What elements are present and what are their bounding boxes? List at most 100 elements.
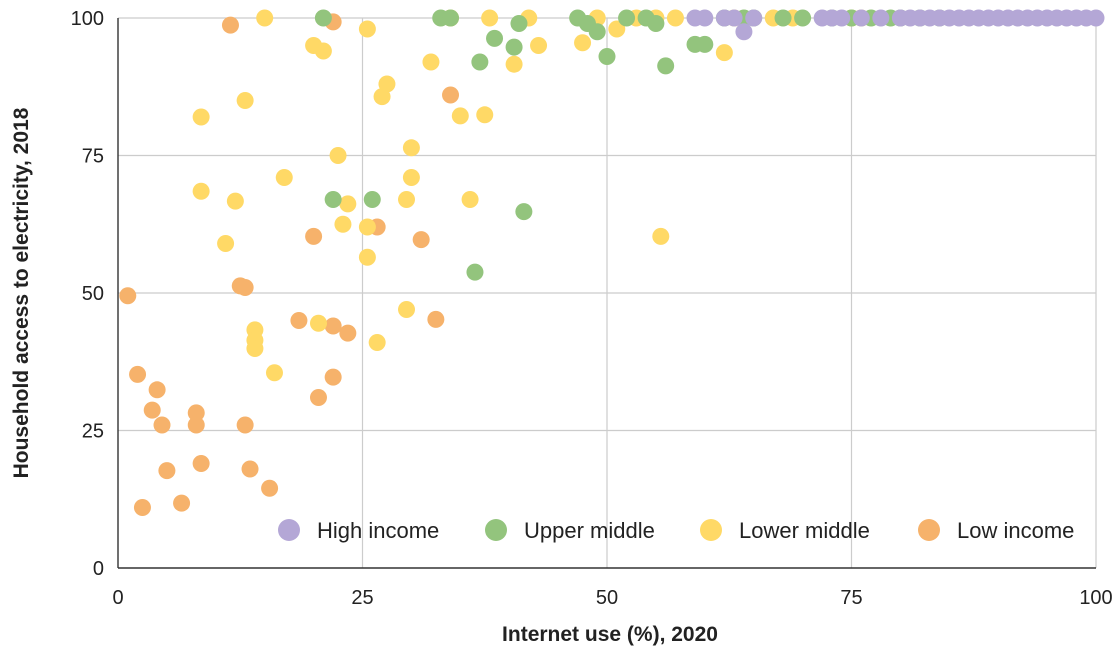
data-point (476, 106, 494, 124)
data-point (143, 401, 161, 419)
data-points (119, 9, 1105, 516)
data-point (192, 182, 210, 200)
legend-label: Lower middle (739, 518, 870, 543)
data-point (133, 499, 151, 516)
legend-label: High income (317, 518, 439, 543)
data-point (608, 20, 626, 38)
axes (117, 18, 1096, 569)
data-point (187, 416, 205, 434)
data-point (334, 215, 352, 233)
data-point (309, 389, 327, 406)
x-tick-label: 75 (840, 587, 862, 609)
x-axis-title: Internet use (%), 2020 (502, 623, 718, 646)
y-tick-label: 50 (82, 283, 104, 305)
tick-labels: 0 25 50 75 100 0 25 50 75 100 (71, 8, 1113, 609)
data-point (515, 203, 533, 221)
data-point (265, 364, 283, 382)
data-point (715, 44, 733, 62)
data-point (314, 42, 332, 60)
grid-lines (118, 17, 1097, 568)
y-axis-title: Household access to electricity, 2018 (10, 107, 33, 478)
data-point (402, 139, 420, 157)
data-point (324, 191, 342, 208)
series-high-income (686, 9, 1105, 41)
data-point (221, 16, 239, 34)
data-point (192, 455, 210, 472)
data-point (148, 381, 166, 399)
data-point (461, 191, 479, 208)
x-tick-label: 0 (112, 587, 123, 609)
data-point (261, 479, 279, 497)
data-point (358, 248, 376, 266)
y-tick-label: 100 (71, 8, 104, 30)
data-point (129, 365, 147, 383)
data-point (358, 20, 376, 38)
y-tick-label: 0 (93, 558, 104, 580)
data-point (290, 312, 308, 329)
data-point (241, 460, 259, 478)
y-tick-label: 75 (82, 146, 104, 168)
data-point (324, 368, 342, 386)
data-point (427, 310, 445, 328)
data-point (275, 169, 293, 186)
data-point (324, 317, 342, 335)
data-point (256, 9, 274, 27)
legend-marker (700, 519, 722, 541)
legend-marker (278, 519, 300, 541)
data-point (852, 9, 870, 27)
data-point (666, 9, 684, 27)
data-point (246, 340, 264, 358)
data-point (309, 314, 327, 332)
data-point (510, 15, 528, 32)
data-point (442, 9, 460, 27)
data-point (398, 301, 416, 318)
data-point (471, 53, 489, 71)
data-point (647, 15, 665, 32)
data-point (339, 195, 357, 213)
legend-label: Upper middle (524, 518, 655, 543)
data-point (745, 9, 763, 27)
data-point (833, 9, 851, 27)
data-point (119, 287, 137, 305)
data-point (329, 147, 347, 164)
data-point (412, 231, 430, 249)
data-point (339, 324, 357, 342)
data-point (774, 9, 792, 27)
data-point (618, 9, 636, 27)
data-point (574, 34, 592, 52)
data-point (398, 191, 416, 208)
data-point (657, 57, 675, 75)
data-point (588, 23, 606, 41)
data-point (402, 169, 420, 186)
legend-label: Low income (957, 518, 1074, 543)
data-point (598, 48, 616, 65)
data-point (305, 227, 323, 245)
data-point (373, 88, 391, 106)
data-point (236, 416, 254, 434)
data-point (236, 279, 254, 296)
data-point (505, 38, 523, 56)
data-point (505, 55, 523, 73)
data-point (368, 334, 386, 351)
data-point (226, 192, 244, 210)
data-point (236, 92, 254, 109)
x-tick-label: 50 (596, 587, 618, 609)
data-point (173, 494, 191, 512)
data-point (158, 462, 176, 480)
data-point (794, 9, 812, 27)
x-tick-label: 25 (351, 587, 373, 609)
data-point (363, 191, 381, 208)
data-point (358, 218, 376, 236)
data-point (466, 263, 484, 281)
x-tick-label: 100 (1079, 587, 1112, 609)
data-point (187, 404, 205, 422)
data-point (314, 9, 332, 27)
data-point (530, 37, 548, 54)
data-point (735, 23, 753, 41)
data-point (872, 9, 890, 27)
data-point (192, 108, 210, 126)
series-low-income (119, 13, 460, 516)
data-point (1087, 9, 1105, 27)
legend: High income Upper middle Lower middle Low i… (278, 518, 1074, 543)
data-point (217, 235, 235, 252)
